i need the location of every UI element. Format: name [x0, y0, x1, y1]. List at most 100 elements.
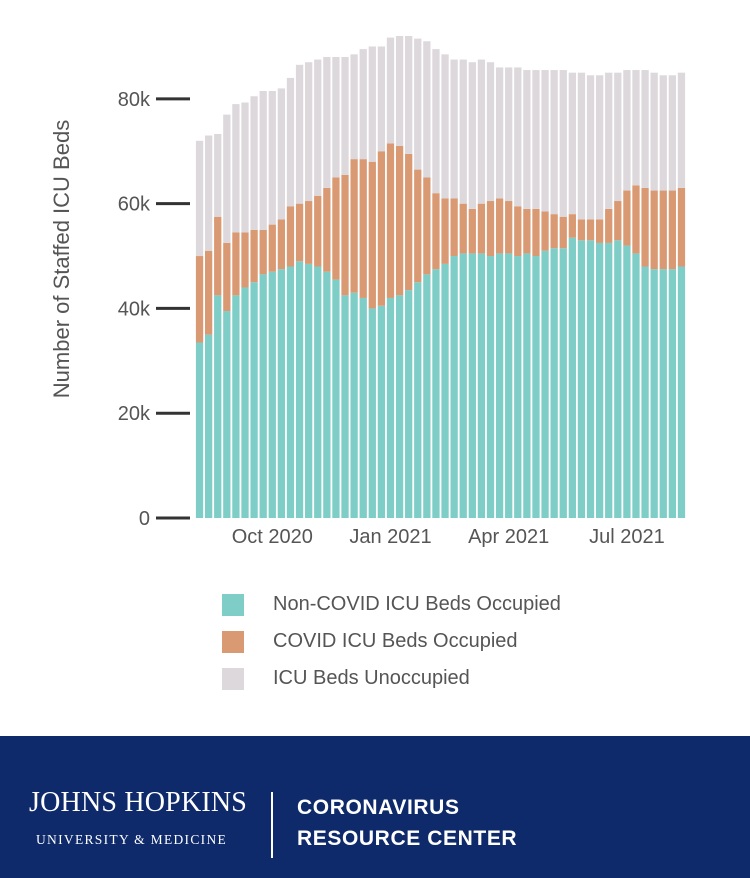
bar-unoccupied-7 [250, 96, 258, 230]
bar-covid-33 [486, 201, 495, 257]
bar-unoccupied-47 [614, 72, 622, 202]
bar-unoccupied-22 [386, 37, 395, 144]
bar-unoccupied-10 [277, 88, 286, 220]
x-tick-label-2: Apr 2021 [468, 526, 549, 548]
bar-unoccupied-29 [450, 59, 458, 199]
bar-covid-30 [459, 203, 467, 254]
bar-covid-14 [314, 195, 322, 267]
bar-non-covid-13 [305, 263, 313, 518]
bar-covid-8 [259, 229, 267, 275]
y-tick-label-1: 20k [118, 403, 151, 425]
bar-unoccupied-28 [441, 54, 449, 199]
bar-non-covid-35 [505, 253, 513, 519]
bar-non-covid-47 [614, 240, 622, 518]
bar-covid-10 [277, 219, 286, 270]
bar-covid-22 [386, 143, 395, 298]
bar-covid-48 [623, 190, 631, 246]
bar-covid-54 [677, 187, 686, 267]
legend-swatch-covid [222, 630, 244, 653]
bar-covid-38 [532, 208, 540, 257]
bar-non-covid-39 [541, 250, 549, 519]
bar-non-covid-2 [205, 334, 213, 518]
bar-unoccupied-18 [350, 54, 358, 160]
bar-unoccupied-35 [505, 67, 513, 202]
bar-unoccupied-14 [314, 59, 322, 196]
bar-non-covid-44 [586, 240, 595, 518]
crc-line-1: CORONAVIRUS [297, 796, 460, 819]
bar-unoccupied-23 [395, 36, 404, 147]
bar-covid-40 [550, 214, 558, 249]
y-tick-label-4: 80k [118, 89, 151, 111]
bar-non-covid-14 [314, 266, 322, 518]
bar-covid-7 [250, 229, 258, 283]
legend-item-covid: COVID ICU Beds Occupied [222, 623, 561, 660]
bar-covid-45 [595, 219, 604, 243]
bar-unoccupied-37 [523, 70, 531, 209]
footer-banner: JOHNS HOPKINS UNIVERSITY & MEDICINE CORO… [0, 736, 750, 878]
legend-label-covid: COVID ICU Beds Occupied [273, 630, 518, 652]
bar-unoccupied-13 [305, 62, 313, 202]
chart: 0 20k 40k 60k 80k Oct 2020 Jan 2021 Apr 2021 Jul… [49, 36, 686, 548]
johns-hopkins-logo-text: JOHNS HOPKINS [29, 787, 248, 818]
bar-covid-9 [268, 224, 276, 272]
bar-covid-51 [650, 190, 658, 270]
bar-unoccupied-2 [205, 135, 213, 251]
bar-covid-34 [495, 198, 504, 254]
bar-covid-23 [395, 146, 404, 296]
bar-non-covid-31 [468, 253, 476, 519]
bar-covid-5 [232, 232, 240, 296]
bar-covid-39 [541, 211, 549, 251]
bar-covid-35 [505, 201, 513, 254]
crc-line-2: RESOURCE CENTER [297, 827, 518, 850]
bar-non-covid-38 [532, 256, 540, 518]
bar-covid-44 [586, 219, 595, 241]
bar-non-covid-40 [550, 248, 558, 518]
bar-covid-29 [450, 198, 458, 257]
bar-unoccupied-27 [432, 49, 440, 194]
bar-covid-31 [468, 208, 476, 254]
bar-unoccupied-38 [532, 70, 540, 209]
bar-non-covid-10 [277, 269, 286, 518]
bar-unoccupied-44 [586, 75, 595, 220]
bar-unoccupied-4 [223, 114, 231, 243]
bar-non-covid-19 [359, 297, 367, 518]
bar-non-covid-4 [223, 311, 231, 518]
bar-covid-43 [577, 219, 586, 241]
bar-covid-49 [632, 185, 640, 254]
bar-non-covid-52 [659, 269, 667, 518]
bar-non-covid-54 [677, 266, 686, 518]
bar-unoccupied-8 [259, 91, 267, 230]
bar-unoccupied-31 [468, 62, 476, 209]
bar-non-covid-25 [414, 282, 422, 518]
bar-covid-16 [332, 177, 340, 280]
bar-covid-17 [341, 174, 349, 296]
bar-non-covid-8 [259, 274, 267, 518]
bar-unoccupied-33 [486, 62, 495, 202]
bar-covid-28 [441, 198, 449, 264]
bar-non-covid-48 [623, 245, 631, 518]
legend-label-unoccupied: ICU Beds Unoccupied [273, 667, 470, 689]
x-tick-label-0: Oct 2020 [232, 526, 313, 548]
bar-covid-20 [368, 161, 376, 309]
bar-covid-12 [295, 203, 304, 262]
bar-unoccupied-17 [341, 56, 349, 175]
bar-covid-3 [214, 216, 222, 296]
bar-covid-11 [286, 206, 295, 267]
legend: Non-COVID ICU Beds Occupied COVID ICU Be… [222, 586, 561, 697]
legend-swatch-unoccupied [222, 667, 244, 690]
bar-covid-41 [559, 216, 567, 249]
bar-non-covid-53 [668, 269, 676, 518]
y-axis-label: Number of Staffed ICU Beds [49, 120, 74, 398]
bar-covid-24 [405, 153, 413, 291]
bar-unoccupied-9 [268, 91, 276, 225]
bar-covid-53 [668, 190, 676, 270]
bar-unoccupied-41 [559, 70, 567, 217]
bar-non-covid-49 [632, 253, 640, 519]
bar-unoccupied-49 [632, 70, 640, 186]
bar-covid-26 [423, 177, 431, 275]
bar-unoccupied-52 [659, 75, 667, 191]
bar-covid-42 [568, 214, 576, 238]
bar-covid-52 [659, 190, 667, 270]
bar-unoccupied-21 [377, 46, 386, 152]
bar-non-covid-36 [514, 256, 522, 518]
